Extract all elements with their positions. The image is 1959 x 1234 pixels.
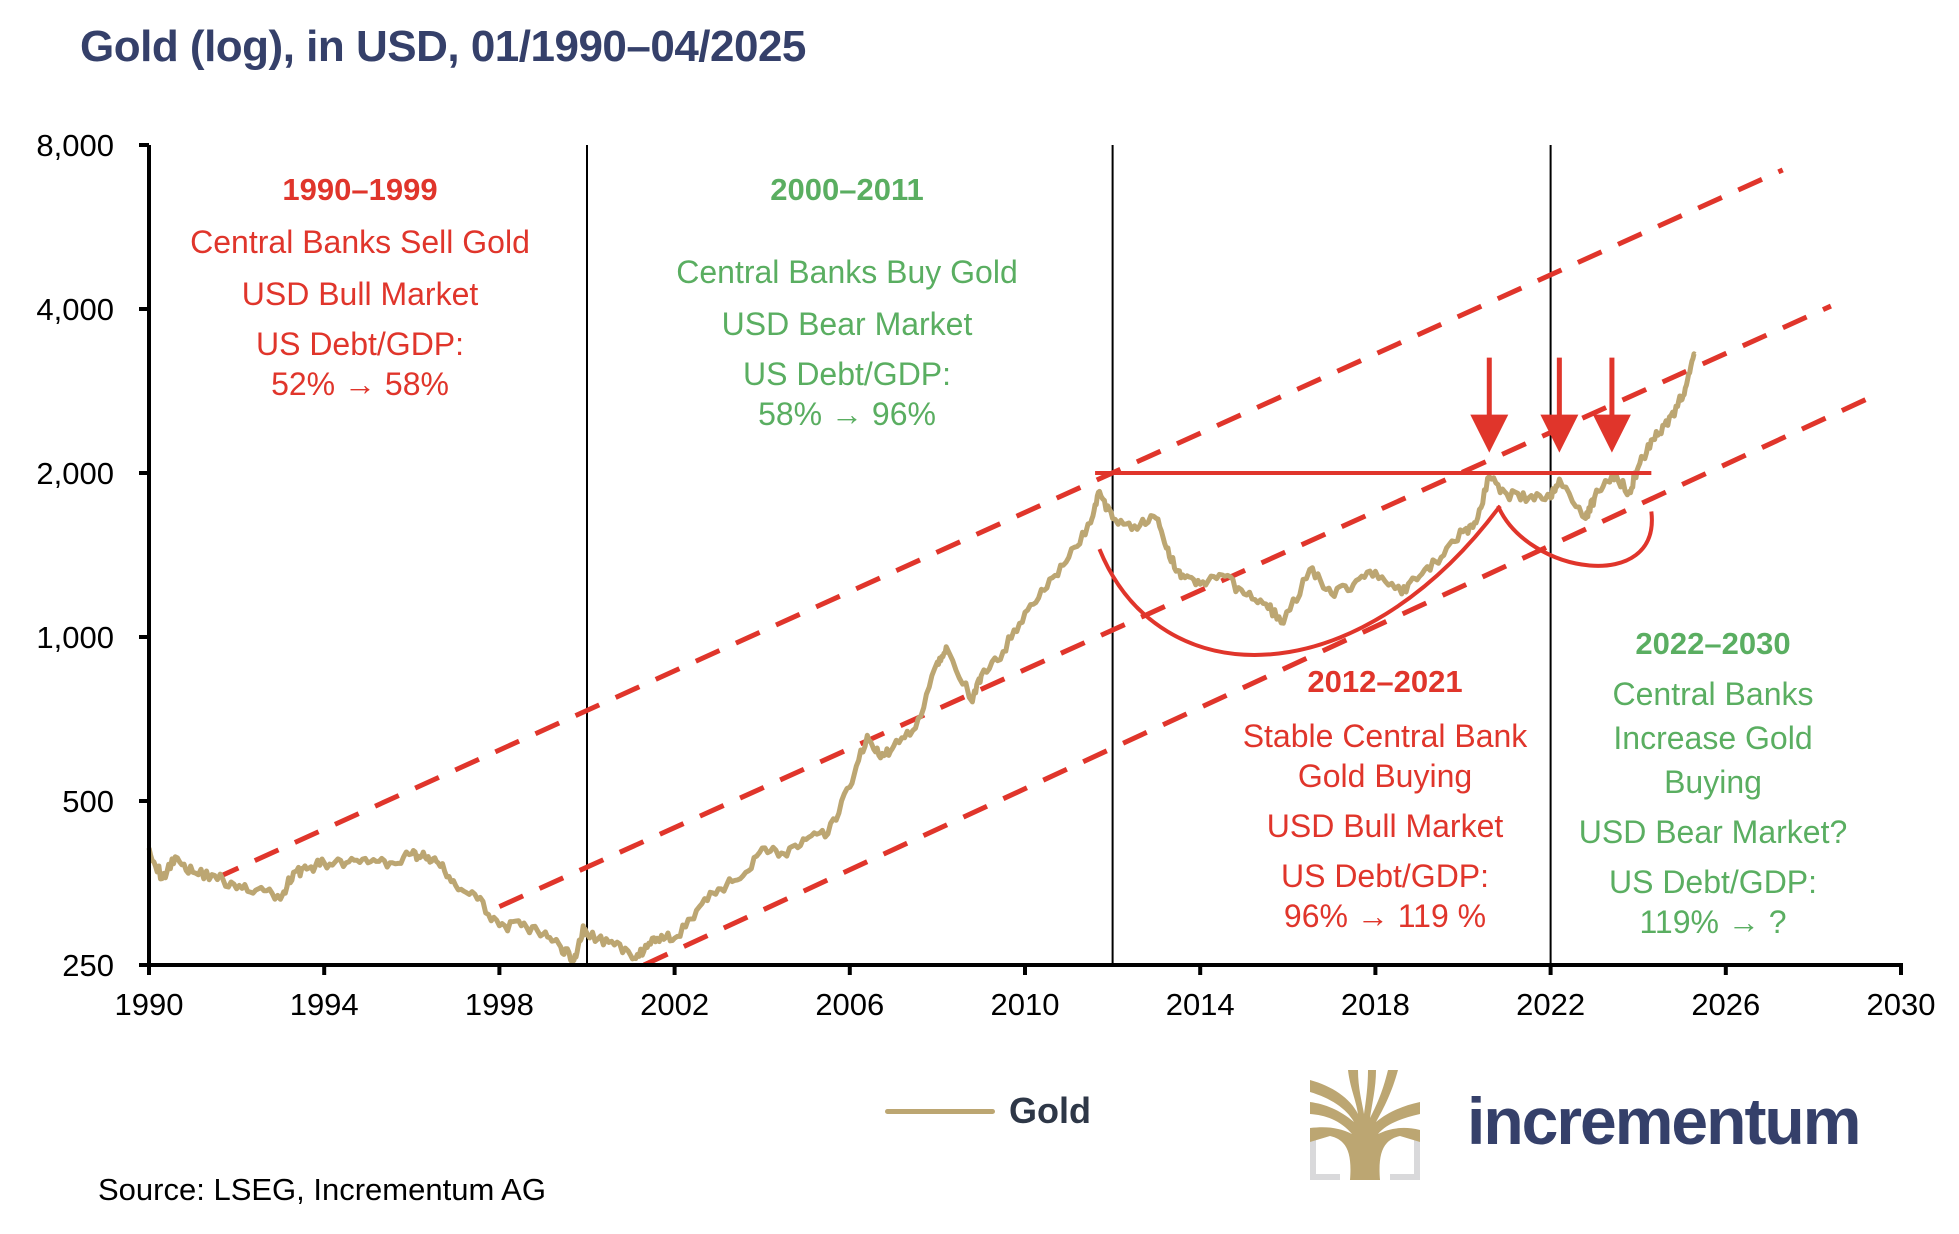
annotation-line: USD Bull Market [241,276,479,312]
x-tick-label: 1994 [290,987,359,1022]
annotation-period: 2022–2030 [1635,626,1791,661]
x-tick-label: 2014 [1166,987,1235,1022]
annotation-period: 2000–2011 [770,172,924,207]
annotation-line: Central Banks Buy Gold [676,254,1018,290]
channel-line-dashed [642,391,1881,968]
x-tick-label: 2018 [1341,987,1410,1022]
arrow-down-icon [1540,357,1579,453]
annotation-2012-2021: 2012–2021 Stable Central Bank Gold Buyin… [1195,664,1575,936]
annotation-line: Gold Buying [1297,758,1473,794]
annotation-line: 119% → ? [1639,904,1787,940]
annotation-2022-2030: 2022–2030 Central Banks Increase Gold Bu… [1548,626,1878,942]
arrow-down-icon [1470,357,1509,453]
chart-legend: Gold [885,1090,1091,1132]
x-tick-label: 1998 [465,987,534,1022]
y-tick-label: 8,000 [36,128,114,163]
arrow-head [1470,414,1509,453]
chart-title: Gold (log), in USD, 01/1990–04/2025 [80,22,806,71]
annotation-1990-1999: 1990–1999 Central Banks Sell Gold USD Bu… [150,172,570,404]
annotation-line: US Debt/GDP: [742,356,952,392]
annotation-2000-2011: 2000–2011 Central Banks Buy Gold USD Bea… [632,172,1062,434]
x-tick-label: 2022 [1516,987,1585,1022]
arrow-head [1592,414,1631,453]
annotation-line: USD Bull Market [1266,808,1504,844]
y-tick-label: 1,000 [36,620,114,655]
arrow-head [1540,414,1579,453]
annotation-period: 1990–1999 [282,172,438,207]
annotation-line: Increase Gold [1613,720,1813,756]
x-tick-label: 2010 [991,987,1060,1022]
x-tick-label: 1990 [115,987,184,1022]
y-tick-label: 4,000 [36,292,114,327]
annotation-period: 2012–2021 [1307,664,1463,699]
annotation-line: 58% → 96% [758,396,936,432]
cup-arc-2012-2021 [1097,504,1502,657]
annotation-line: Buying [1664,764,1762,800]
annotation-line: Central Banks Sell Gold [190,224,530,260]
channel-line-dashed [498,303,1832,909]
cup-arc-2021-2024 [1496,505,1654,568]
annotation-line: 96% → 119 % [1283,898,1487,934]
channel-line-dashed [213,167,1784,882]
annotation-line: Stable Central Bank [1242,718,1528,754]
tree-logo-icon [1310,1070,1420,1180]
annotation-line: USD Bear Market? [1578,814,1848,850]
annotation-line: US Debt/GDP: [1608,864,1818,900]
brand-name: incrementum [1467,1084,1861,1158]
annotation-line: 52% → 58% [271,366,449,402]
annotation-line: US Debt/GDP: [255,326,465,362]
y-tick-label: 2,000 [36,456,114,491]
x-tick-label: 2030 [1867,987,1936,1022]
y-tick-label: 500 [62,784,114,819]
legend-label-gold: Gold [1009,1090,1091,1131]
arrow-down-icon [1592,357,1631,453]
x-tick-label: 2006 [815,987,884,1022]
y-tick-label: 250 [62,948,114,983]
annotation-line: US Debt/GDP: [1280,858,1490,894]
legend-swatch-gold [885,1108,995,1114]
x-tick-label: 2002 [640,987,709,1022]
x-tick-label: 2026 [1691,987,1760,1022]
annotation-line: Central Banks [1612,676,1814,712]
source-note: Source: LSEG, Incrementum AG [98,1172,546,1207]
annotation-line: USD Bear Market [721,306,973,342]
